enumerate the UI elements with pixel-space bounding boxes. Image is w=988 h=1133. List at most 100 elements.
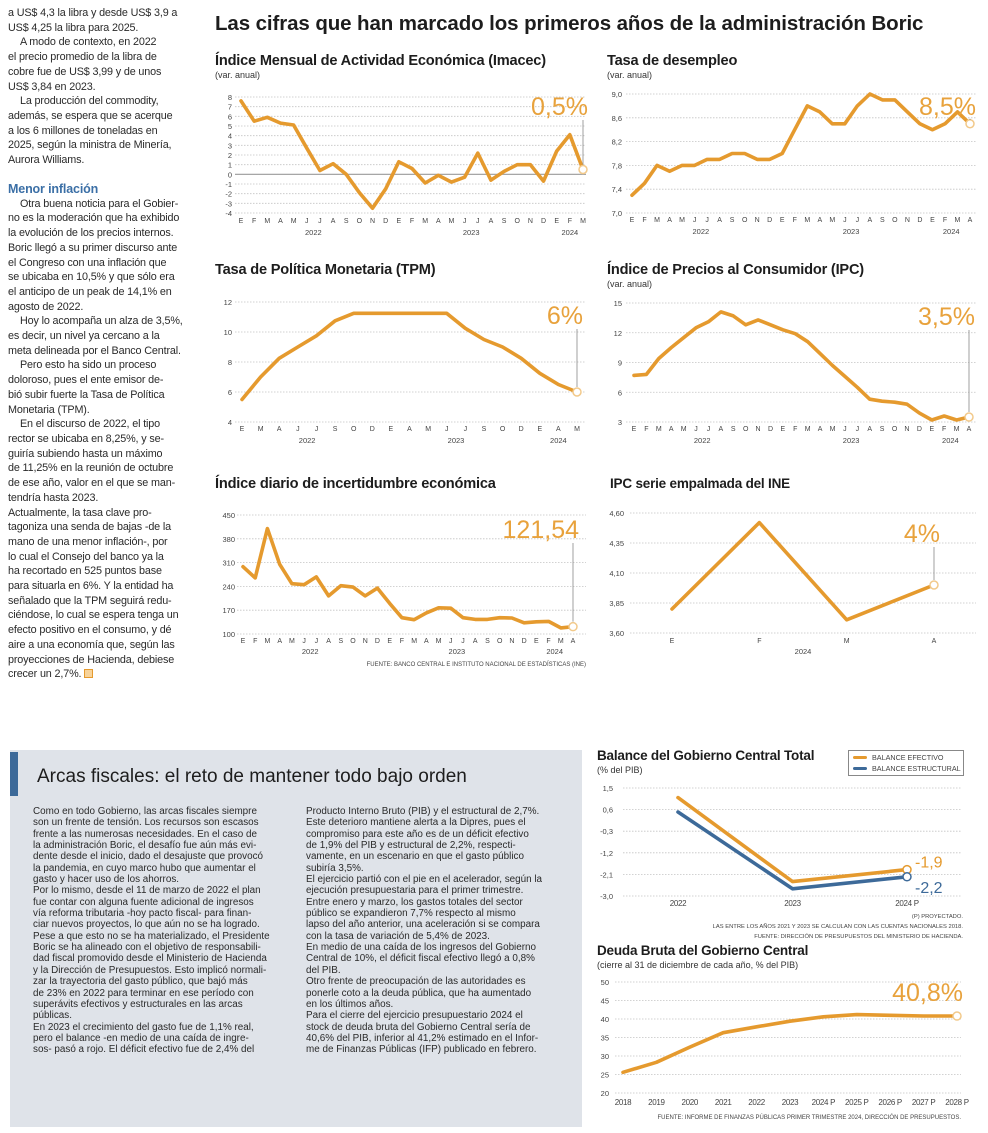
chart-subtitle-ipc: (var. anual) <box>607 279 653 289</box>
x-tick-label: A <box>868 217 873 224</box>
x-tick-label: S <box>880 426 885 433</box>
x-tick-label: M <box>289 638 295 645</box>
x-tick-label: S <box>333 426 338 433</box>
end-point-marker <box>952 1011 962 1021</box>
x-tick-label: D <box>370 426 375 433</box>
chart-7: 50 45 40 35 30 25 20 2018 2019 2020 2021 2022 2023 20… <box>601 978 969 1121</box>
y-tick-label: 4 <box>228 132 232 141</box>
x-tick-label: M <box>830 426 836 433</box>
end-point-marker <box>578 164 588 175</box>
y-tick-label: 7 <box>228 103 232 112</box>
y-tick-label: 1 <box>228 161 232 170</box>
y-tick-label: 20 <box>601 1089 609 1098</box>
highlight-value: 8,5% <box>919 93 976 121</box>
x-tick-label: A <box>967 426 972 433</box>
year-label: 2022 <box>305 228 322 237</box>
legend-label: BALANCE ESTRUCTURAL <box>872 764 961 773</box>
x-tick-label: M <box>558 638 564 645</box>
end-point-marker <box>964 412 974 422</box>
year-label: 2023 <box>843 227 860 236</box>
x-tick-label: M <box>805 426 811 433</box>
x-tick-label: 2023 <box>784 899 801 908</box>
x-tick-label: E <box>929 426 934 433</box>
chart-title-ipc: Índice de Precios al Consumidor (IPC) <box>607 262 864 278</box>
x-tick-label: A <box>818 426 823 433</box>
x-tick-label: J <box>464 426 468 433</box>
panel-column-1: Como en todo Gobierno, las arcas fiscale… <box>33 806 298 1056</box>
y-tick-label: 450 <box>222 511 235 520</box>
year-label: 2022 <box>299 436 316 445</box>
x-tick-label: J <box>694 426 698 433</box>
x-tick-label: D <box>767 217 772 224</box>
y-tick-label: 4,10 <box>609 569 624 578</box>
y-tick-label: 8 <box>228 93 232 102</box>
x-tick-label: M <box>425 426 431 433</box>
x-tick-label: M <box>265 638 271 645</box>
year-label: 2024 <box>550 436 567 445</box>
paragraph: A modo de contexto, en 2022 el precio pr… <box>8 36 162 93</box>
x-tick-label: A <box>669 426 674 433</box>
x-tick-label: N <box>905 217 910 224</box>
x-tick-label: A <box>277 426 282 433</box>
year-label: 2022 <box>693 227 710 236</box>
x-tick-label: M <box>844 638 850 645</box>
x-tick-label: A <box>326 638 331 645</box>
highlight-value: 6% <box>547 302 583 330</box>
y-tick-label: -2 <box>225 190 232 199</box>
chart-title-ipc-ine: IPC serie empalmada del INE <box>610 476 790 491</box>
x-tick-label: M <box>954 426 960 433</box>
x-tick-label: A <box>719 426 724 433</box>
chart-subtitle-desempleo: (var. anual) <box>607 70 653 80</box>
chart-6: 1,5 0,6 -0,3 -1,2 -2,1 -3,0 2022 2023 2024 P -1,9… <box>600 784 963 940</box>
x-tick-label: 2027 P <box>912 1098 936 1107</box>
x-tick-label: N <box>756 426 761 433</box>
x-tick-label: 2028 P <box>945 1098 969 1107</box>
x-tick-label: E <box>930 217 935 224</box>
legend-swatch <box>853 756 867 759</box>
x-tick-label: M <box>291 218 297 225</box>
paragraph: El ejercicio partió con el pie en el ace… <box>306 874 543 942</box>
y-tick-label: 8,6 <box>612 114 622 123</box>
x-tick-label: A <box>277 638 282 645</box>
x-tick-label: S <box>344 218 349 225</box>
y-tick-label: 45 <box>601 997 609 1006</box>
x-tick-label: M <box>574 426 580 433</box>
x-tick-label: N <box>904 426 909 433</box>
x-tick-label: O <box>500 426 506 433</box>
x-tick-label: O <box>742 217 748 224</box>
legend-item-efectivo: BALANCE EFECTIVO <box>849 752 963 763</box>
x-tick-label: M <box>422 218 428 225</box>
x-tick-label: M <box>656 426 662 433</box>
x-tick-label: J <box>476 218 480 225</box>
series-line <box>241 526 575 630</box>
series-line <box>630 92 972 197</box>
page-headline: Las cifras que han marcado los primeros … <box>215 12 924 35</box>
chart-subtitle-balance: (% del PIB) <box>597 765 643 775</box>
year-label: 2024 <box>562 228 579 237</box>
x-tick-label: D <box>541 218 546 225</box>
y-tick-label: 2 <box>228 151 232 160</box>
x-tick-label: F <box>757 638 761 645</box>
x-tick-label: A <box>407 426 412 433</box>
x-tick-label: E <box>780 217 785 224</box>
x-tick-label: E <box>632 426 637 433</box>
y-tick-label: 6 <box>228 112 232 121</box>
y-tick-label: 6 <box>618 388 622 397</box>
x-tick-label: 2025 P <box>845 1098 869 1107</box>
y-tick-label: -4 <box>225 209 232 218</box>
y-tick-label: 3,60 <box>609 629 624 638</box>
paragraph: Como en todo Gobierno, las arcas fiscale… <box>33 806 264 886</box>
x-tick-label: S <box>485 638 490 645</box>
x-tick-label: E <box>630 217 635 224</box>
x-tick-label: S <box>731 426 736 433</box>
paragraph: En 2023 el crecimiento del gasto fue de … <box>33 1021 255 1056</box>
highlight-value: 40,8% <box>892 979 963 1007</box>
chart-1: 9,08,68,27,87,47,0E F M A M J J A S O N D E F M A M J J A S O… <box>612 90 976 236</box>
x-tick-label: F <box>546 638 550 645</box>
year-label: 2024 <box>795 647 812 656</box>
source-note: FUENTE: INFORME DE FINANZAS PÚBLICAS PRI… <box>658 1114 962 1121</box>
chart-2: 12 10 8 6 4 E M A J J S O D E A M J J S O D E A M 2022 2023 2024 6% <box>224 298 586 445</box>
x-tick-label: M <box>679 217 685 224</box>
x-tick-label: A <box>278 218 283 225</box>
